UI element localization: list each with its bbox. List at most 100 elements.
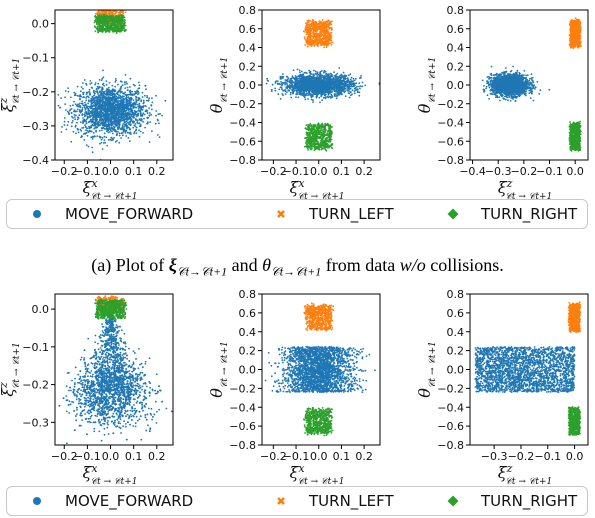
point	[320, 91, 323, 94]
point	[61, 126, 63, 128]
point	[74, 118, 77, 121]
point	[148, 112, 151, 114]
point	[99, 122, 102, 125]
point	[128, 115, 131, 118]
point	[122, 110, 125, 113]
point	[345, 85, 347, 87]
point	[358, 85, 360, 88]
point	[106, 25, 109, 28]
point	[266, 77, 268, 80]
point	[106, 16, 109, 19]
point	[69, 105, 72, 107]
point	[281, 88, 283, 91]
point	[111, 88, 114, 91]
point	[109, 93, 112, 95]
point	[100, 107, 103, 110]
point	[329, 79, 332, 82]
point	[105, 30, 108, 33]
point	[349, 85, 351, 88]
point	[137, 122, 139, 125]
point	[76, 85, 79, 88]
point	[116, 126, 119, 129]
point	[133, 131, 136, 133]
point	[138, 102, 141, 105]
point	[151, 101, 154, 104]
point	[145, 88, 147, 91]
point	[316, 88, 319, 90]
point	[133, 94, 135, 96]
point	[142, 121, 145, 123]
point	[73, 110, 75, 113]
point	[90, 104, 93, 106]
point	[140, 99, 143, 101]
point	[87, 102, 89, 105]
point	[44, 108, 46, 110]
point	[150, 104, 153, 107]
point	[87, 113, 90, 116]
point	[137, 93, 139, 96]
point	[124, 74, 127, 76]
point	[125, 113, 128, 116]
point	[316, 85, 318, 88]
point	[96, 23, 98, 25]
point	[280, 77, 283, 80]
point	[146, 109, 149, 112]
scatter-points	[44, 10, 167, 160]
point	[103, 91, 106, 93]
point	[77, 117, 80, 120]
point	[135, 132, 138, 135]
point	[94, 30, 97, 33]
point	[106, 130, 108, 133]
point	[321, 70, 323, 72]
point	[143, 113, 146, 116]
point	[107, 121, 110, 123]
point	[117, 97, 120, 99]
y-tick-label: −0.2	[22, 86, 49, 99]
series-turn-right	[93, 13, 127, 34]
point	[102, 82, 105, 85]
point	[156, 134, 159, 136]
point	[114, 103, 117, 105]
point	[127, 110, 130, 112]
point	[82, 87, 84, 90]
point	[316, 91, 319, 94]
point	[103, 139, 106, 142]
point	[83, 139, 86, 141]
point	[353, 84, 355, 86]
point	[349, 94, 352, 97]
point	[104, 109, 106, 112]
point	[335, 87, 338, 90]
point	[309, 79, 312, 82]
point	[121, 95, 124, 98]
point	[82, 96, 84, 99]
point	[130, 118, 133, 120]
point	[65, 128, 68, 131]
point	[341, 79, 344, 82]
point	[322, 90, 324, 93]
point	[106, 119, 108, 122]
point	[118, 124, 121, 127]
point	[84, 124, 86, 127]
point	[79, 102, 81, 105]
point	[324, 83, 327, 86]
point	[120, 128, 123, 131]
point	[86, 130, 89, 132]
point	[151, 130, 153, 133]
point	[119, 102, 121, 105]
point	[325, 73, 328, 76]
point	[134, 125, 137, 128]
point	[97, 123, 100, 126]
point	[84, 126, 87, 128]
point	[75, 114, 77, 117]
point	[110, 101, 112, 104]
point	[143, 101, 145, 103]
point	[98, 90, 101, 93]
point	[126, 115, 128, 118]
point	[106, 128, 108, 131]
point	[338, 76, 341, 78]
point	[331, 90, 334, 93]
point	[99, 115, 102, 118]
point	[289, 77, 292, 80]
point	[308, 93, 310, 96]
point	[301, 79, 303, 82]
